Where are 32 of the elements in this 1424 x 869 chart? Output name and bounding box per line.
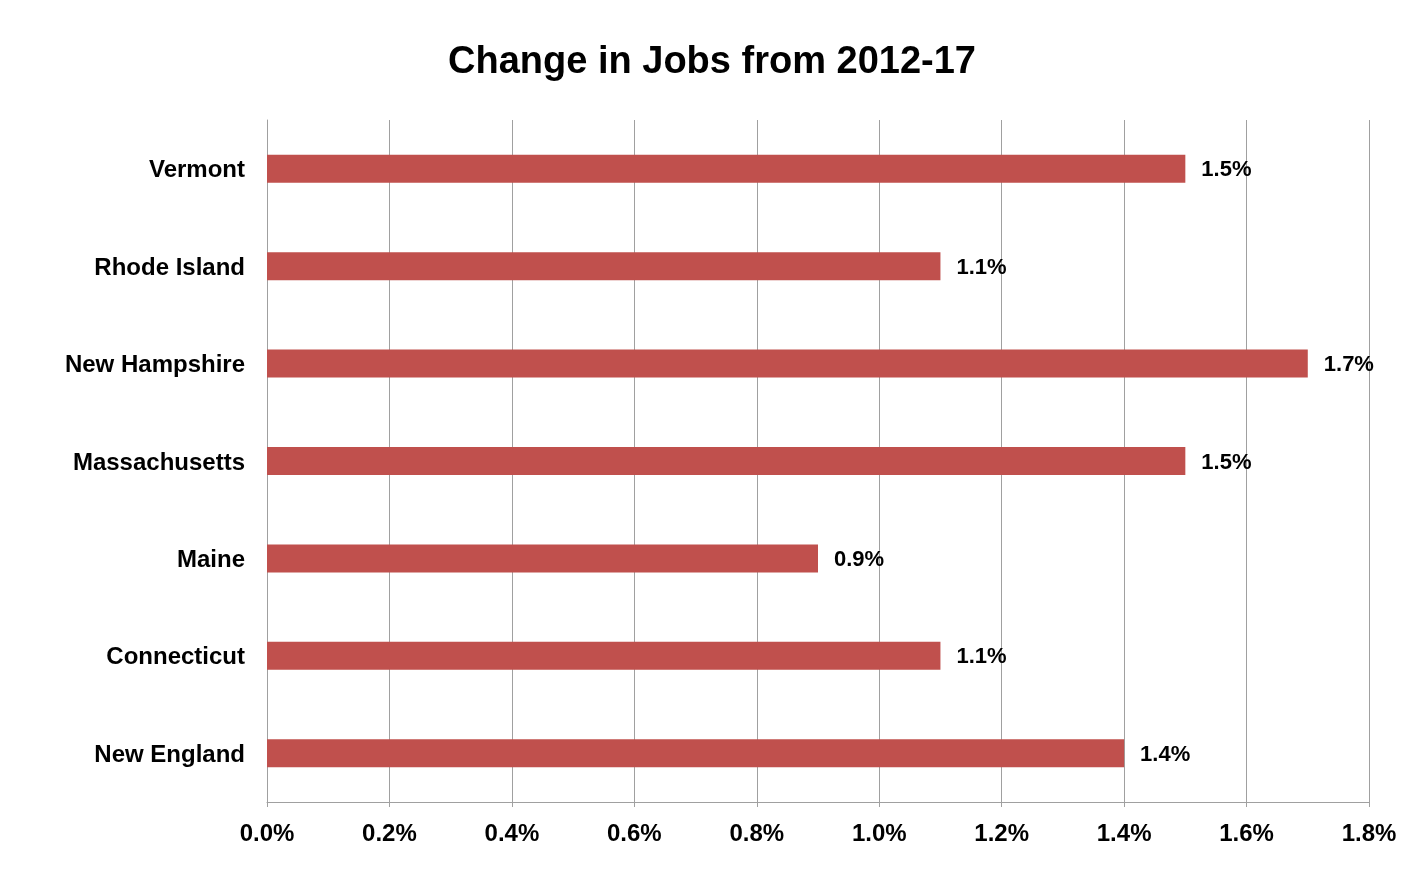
data-label: 1.1% [956,643,1007,669]
x-tick-label: 0.2% [362,818,417,846]
bar [267,739,1125,768]
data-label: 1.4% [1140,740,1191,766]
bar [267,154,1186,183]
x-tick-label: 0.6% [606,818,662,846]
bar [267,447,1186,475]
x-tick-label: 0.4% [484,818,540,846]
y-tick-label: Connecticut [106,642,245,670]
data-label: 1.1% [956,253,1007,279]
y-tick-label: Maine [176,544,245,572]
y-tick-label: New England [94,739,245,767]
data-label: 1.5% [1201,156,1252,182]
x-tick-label: 0.0% [239,818,295,846]
x-tick-label: 1.4% [1096,818,1152,846]
chart-title: Change in Jobs from 2012-17 [448,39,976,81]
y-tick-label: New Hampshire [64,350,245,378]
x-tick-label: 1.6% [1219,818,1274,846]
data-label: 1.5% [1201,448,1252,474]
bar [267,252,941,281]
data-label: 1.7% [1323,351,1374,377]
bar [267,641,941,670]
y-tick-label: Rhode Island [94,252,245,280]
x-tick-label: 1.2% [974,818,1030,846]
bar [267,544,818,573]
x-tick-label: 1.0% [851,818,907,846]
y-tick-label: Massachusetts [72,447,245,475]
bar [267,349,1308,378]
x-tick-label: 0.8% [729,818,785,846]
x-tick-label: 1.8% [1341,818,1397,846]
y-tick-label: Vermont [148,155,245,183]
data-label: 0.9% [834,545,885,571]
